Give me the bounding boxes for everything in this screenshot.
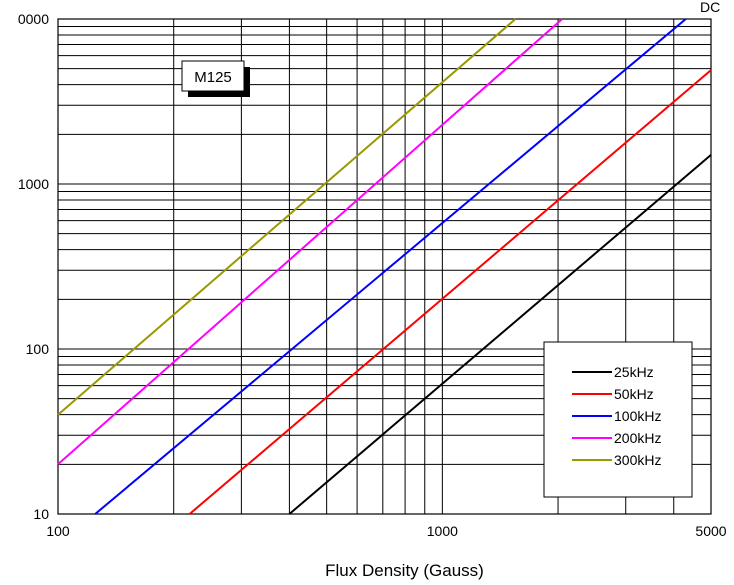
legend-entry-label: 200kHz: [614, 430, 661, 446]
y-tick-label: 100: [26, 341, 50, 357]
x-tick-label: 1000: [427, 523, 458, 539]
material-tag: M125: [181, 60, 250, 97]
series-layer: [57, 18, 712, 515]
series-line-200kHz: [57, 18, 563, 466]
x-tick-label: 100: [46, 523, 70, 539]
y-tick-label: 10: [33, 506, 49, 522]
legend-entry-label: 25kHz: [614, 364, 654, 380]
material-tag-label: M125: [194, 69, 232, 86]
x-axis-label: Flux Density (Gauss): [325, 561, 484, 580]
legend-box: [543, 341, 693, 498]
series-line-50kHz: [188, 69, 712, 515]
material-tag-box: [181, 60, 245, 92]
series-line-25kHz: [288, 154, 712, 515]
y-tick-label: 1000: [18, 176, 49, 192]
legend-entry-label: 300kHz: [614, 452, 661, 468]
legend: 25kHz 50kHz 100kHz 200kHz 300kHz: [543, 341, 693, 498]
series-line-300kHz: [57, 18, 517, 416]
legend-entry-label: 50kHz: [614, 386, 654, 402]
x-tick-label: 5000: [695, 523, 726, 539]
legend-entry-label: 100kHz: [614, 408, 661, 424]
series-line-100kHz: [94, 18, 687, 515]
corner-text: DC: [700, 0, 720, 15]
y-tick-label: 0000: [18, 11, 49, 27]
plot-frame: [57, 18, 712, 515]
